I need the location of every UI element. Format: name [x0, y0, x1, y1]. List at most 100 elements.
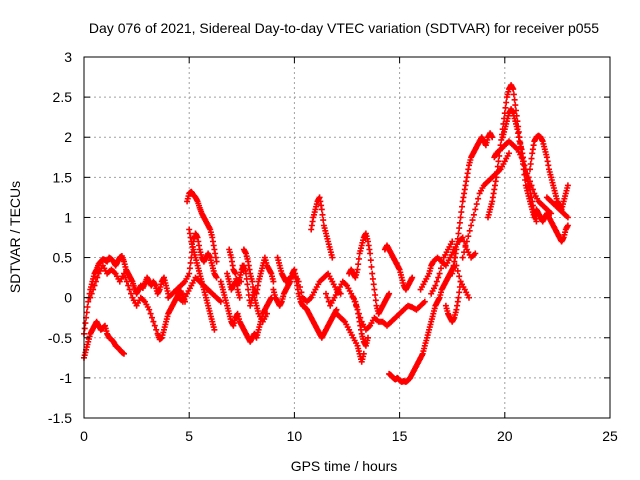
data-point	[250, 289, 257, 296]
data-point	[472, 206, 479, 213]
data-point	[94, 274, 101, 281]
data-point	[211, 326, 218, 333]
data-point	[122, 274, 129, 281]
data-point	[337, 290, 344, 297]
data-point	[454, 267, 461, 274]
y-tick-label: 2	[64, 129, 72, 145]
data-point	[502, 104, 509, 111]
data-point	[465, 233, 472, 240]
data-point	[421, 298, 428, 305]
data-point	[317, 198, 324, 205]
data-point	[527, 166, 533, 173]
data-point	[520, 158, 526, 165]
x-tick-label: 10	[287, 428, 303, 444]
data-point	[367, 257, 374, 264]
data-point	[151, 322, 158, 329]
data-point	[372, 292, 379, 298]
data-point	[564, 182, 571, 189]
data-point	[81, 325, 88, 332]
data-point	[473, 201, 480, 208]
data-point	[82, 320, 89, 327]
data-point	[455, 230, 462, 237]
data-point	[153, 326, 160, 333]
data-point	[456, 219, 463, 226]
data-point	[297, 284, 303, 290]
data-point	[213, 274, 220, 281]
data-point	[455, 294, 462, 301]
data-point	[350, 294, 357, 301]
data-point	[433, 278, 440, 285]
data-point	[91, 282, 98, 289]
data-point	[295, 278, 302, 285]
data-point	[436, 270, 443, 277]
data-point	[524, 170, 531, 177]
data-point	[368, 263, 375, 270]
data-point	[494, 163, 501, 170]
data-point	[128, 290, 134, 297]
data-point	[449, 238, 456, 245]
data-point	[461, 249, 468, 256]
data-point	[435, 274, 442, 281]
data-point	[121, 350, 127, 357]
data-point	[357, 314, 364, 321]
data-point	[459, 203, 465, 210]
data-point	[88, 290, 95, 297]
data-point	[217, 298, 224, 305]
data-point	[84, 304, 91, 310]
data-point	[564, 214, 571, 221]
data-point	[528, 182, 535, 189]
data-point	[355, 255, 362, 262]
data-point	[386, 290, 393, 297]
data-point	[126, 286, 133, 293]
data-point	[186, 270, 193, 277]
data-point	[470, 211, 477, 218]
data-point	[456, 225, 463, 232]
data-point	[323, 290, 329, 297]
data-point	[468, 222, 475, 229]
data-point	[511, 96, 518, 103]
y-tick-label: 1	[64, 209, 72, 225]
data-point	[367, 250, 374, 257]
data-point	[355, 310, 362, 317]
x-tick-label: 5	[185, 428, 193, 444]
data-point	[149, 314, 155, 321]
data-point	[245, 286, 252, 293]
data-point	[454, 241, 461, 248]
data-point	[186, 265, 193, 272]
data-point	[456, 289, 463, 296]
data-point	[371, 286, 378, 293]
y-tick-labels: -1.5 -1 -0.5 0 0.5 1 1.5 2 2.5 3	[48, 49, 72, 426]
x-tick-label: 20	[497, 428, 513, 444]
data-point	[320, 217, 327, 224]
data-point	[354, 306, 361, 313]
data-point	[510, 91, 517, 98]
data-point	[475, 195, 482, 202]
data-point	[466, 227, 473, 234]
data-point	[239, 262, 246, 269]
data-point	[472, 250, 479, 257]
data-point	[238, 278, 245, 285]
data-point	[466, 294, 472, 301]
data-point	[232, 270, 239, 277]
data-point	[529, 186, 536, 193]
data-point	[150, 318, 157, 325]
data-point	[147, 310, 154, 317]
y-tick-label: 1.5	[53, 169, 73, 185]
x-tick-labels: 0 5 10 15 20 25	[80, 428, 618, 444]
data-point	[369, 270, 376, 277]
data-point	[213, 258, 220, 265]
data-point	[518, 154, 525, 161]
plot-area-border	[83, 56, 611, 419]
data-point	[527, 161, 534, 167]
y-tick-label: -1	[60, 370, 73, 386]
data-point	[409, 274, 416, 281]
data-point	[354, 266, 361, 273]
x-tick-label: 0	[80, 428, 88, 444]
data-point	[438, 265, 444, 272]
data-point	[355, 261, 362, 268]
data-point	[121, 270, 127, 277]
data-point	[457, 278, 464, 285]
data-point	[351, 298, 358, 305]
y-tick-label: -1.5	[48, 410, 72, 426]
data-point	[469, 217, 476, 224]
